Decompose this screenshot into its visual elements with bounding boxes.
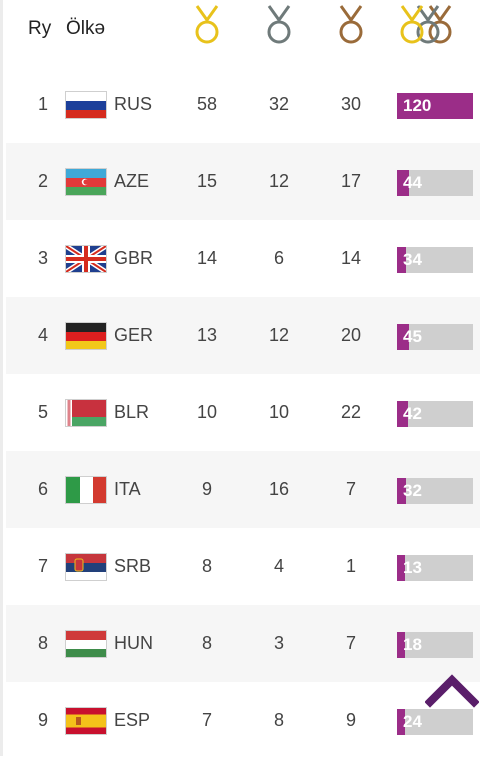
rank-value: 9 [37,710,48,730]
gold-count: 9 [201,479,212,499]
country-code: RUS [114,94,153,114]
rank-value: 3 [37,248,48,268]
hungary-flag-icon [66,631,106,657]
gold-count: 10 [196,402,218,422]
total-value: 44 [403,173,422,192]
italy-flag-icon [66,477,106,503]
table-row[interactable]: 3 GBR 14 6 14 34 [6,220,480,297]
bronze-count: 17 [340,171,362,191]
azerbaijan-flag-icon [66,169,106,195]
country-header: Ölkə [66,18,106,39]
silver-count: 16 [268,479,290,499]
total-bar-fill [397,247,406,273]
silver-count: 6 [273,248,284,268]
country-code: SRB [114,556,152,576]
rank-value: 6 [37,479,48,499]
total-bar-fill [397,170,409,196]
total-bar: 13 [397,555,473,581]
country-code: AZE [114,171,150,191]
total-bar-fill [397,478,406,504]
gold-count: 58 [196,94,218,114]
table-header: Ry Ölkə [3,0,480,66]
total-bar: 34 [397,247,473,273]
germany-flag-icon [66,323,106,349]
table-row[interactable]: 1 RUS 58 32 30 120 [6,66,480,143]
russia-flag-icon [66,92,106,118]
bronze-count: 7 [345,633,356,653]
rank-value: 8 [37,633,48,653]
country-code: BLR [114,402,150,422]
total-value: 120 [403,96,432,115]
uk-flag-icon [66,246,106,272]
country-code: HUN [114,633,153,653]
rank-value: 2 [37,171,48,191]
total-bar: 32 [397,478,473,504]
total-value: 34 [403,250,422,269]
total-value: 18 [403,635,422,654]
table-row[interactable]: 7 SRB 8 4 1 13 [6,528,480,605]
gold-count: 8 [201,633,212,653]
total-bar: 24 [397,709,473,735]
bronze-count: 1 [345,556,356,576]
total-medals-icon [400,5,452,44]
total-bar-fill [397,632,405,658]
total-bar-fill [397,93,473,119]
total-bar-fill [397,709,405,735]
total-bar: 42 [397,401,473,427]
gold-count: 14 [196,248,218,268]
country-code: ITA [114,479,141,499]
silver-count: 4 [273,556,284,576]
gold-medal-icon [195,5,219,44]
country-code: GER [114,325,154,345]
total-bar: 18 [397,632,473,658]
gold-count: 8 [201,556,212,576]
belarus-flag-icon [66,400,106,426]
silver-count: 8 [273,710,284,730]
gold-count: 7 [201,710,212,730]
total-value: 45 [403,327,422,346]
table-row[interactable]: 6 ITA 9 16 7 32 [6,451,480,528]
silver-count: 32 [268,94,290,114]
bronze-count: 20 [340,325,362,345]
gold-count: 15 [196,171,218,191]
rank-header: Ry [28,18,52,39]
silver-count: 3 [273,633,284,653]
bronze-count: 9 [345,710,356,730]
total-bar: 44 [397,170,473,196]
rank-value: 1 [37,94,48,114]
serbia-flag-icon [66,554,106,580]
total-bar: 45 [397,324,473,350]
silver-count: 10 [268,402,290,422]
bronze-count: 22 [340,402,362,422]
total-bar-fill [397,324,409,350]
bronze-count: 7 [345,479,356,499]
gold-count: 13 [196,325,218,345]
table-row[interactable]: 8 HUN 8 3 7 18 [6,605,480,682]
table-row[interactable]: 4 GER 13 12 20 45 [6,297,480,374]
table-row[interactable]: 9 ESP 7 8 9 24 [6,682,480,759]
country-code: ESP [114,710,151,730]
bronze-count: 30 [340,94,362,114]
rank-value: 4 [37,325,48,345]
total-value: 13 [403,558,422,577]
rank-value: 7 [37,556,48,576]
total-value: 32 [403,481,422,500]
bronze-medal-icon [339,5,363,44]
total-bar-fill [397,401,408,427]
table-row[interactable]: 5 BLR 10 10 22 42 [6,374,480,451]
chevron-up-icon[interactable] [425,670,479,710]
silver-medal-icon [267,5,291,44]
total-bar: 120 [397,93,473,119]
country-code: GBR [114,248,154,268]
rank-value: 5 [37,402,48,422]
bronze-count: 14 [340,248,362,268]
silver-count: 12 [268,325,290,345]
total-bar-fill [397,555,405,581]
total-value: 42 [403,404,422,423]
table-row[interactable]: 2 AZE 15 12 17 44 [6,143,480,220]
silver-count: 12 [268,171,290,191]
total-value: 24 [403,712,422,731]
spain-flag-icon [66,708,106,734]
